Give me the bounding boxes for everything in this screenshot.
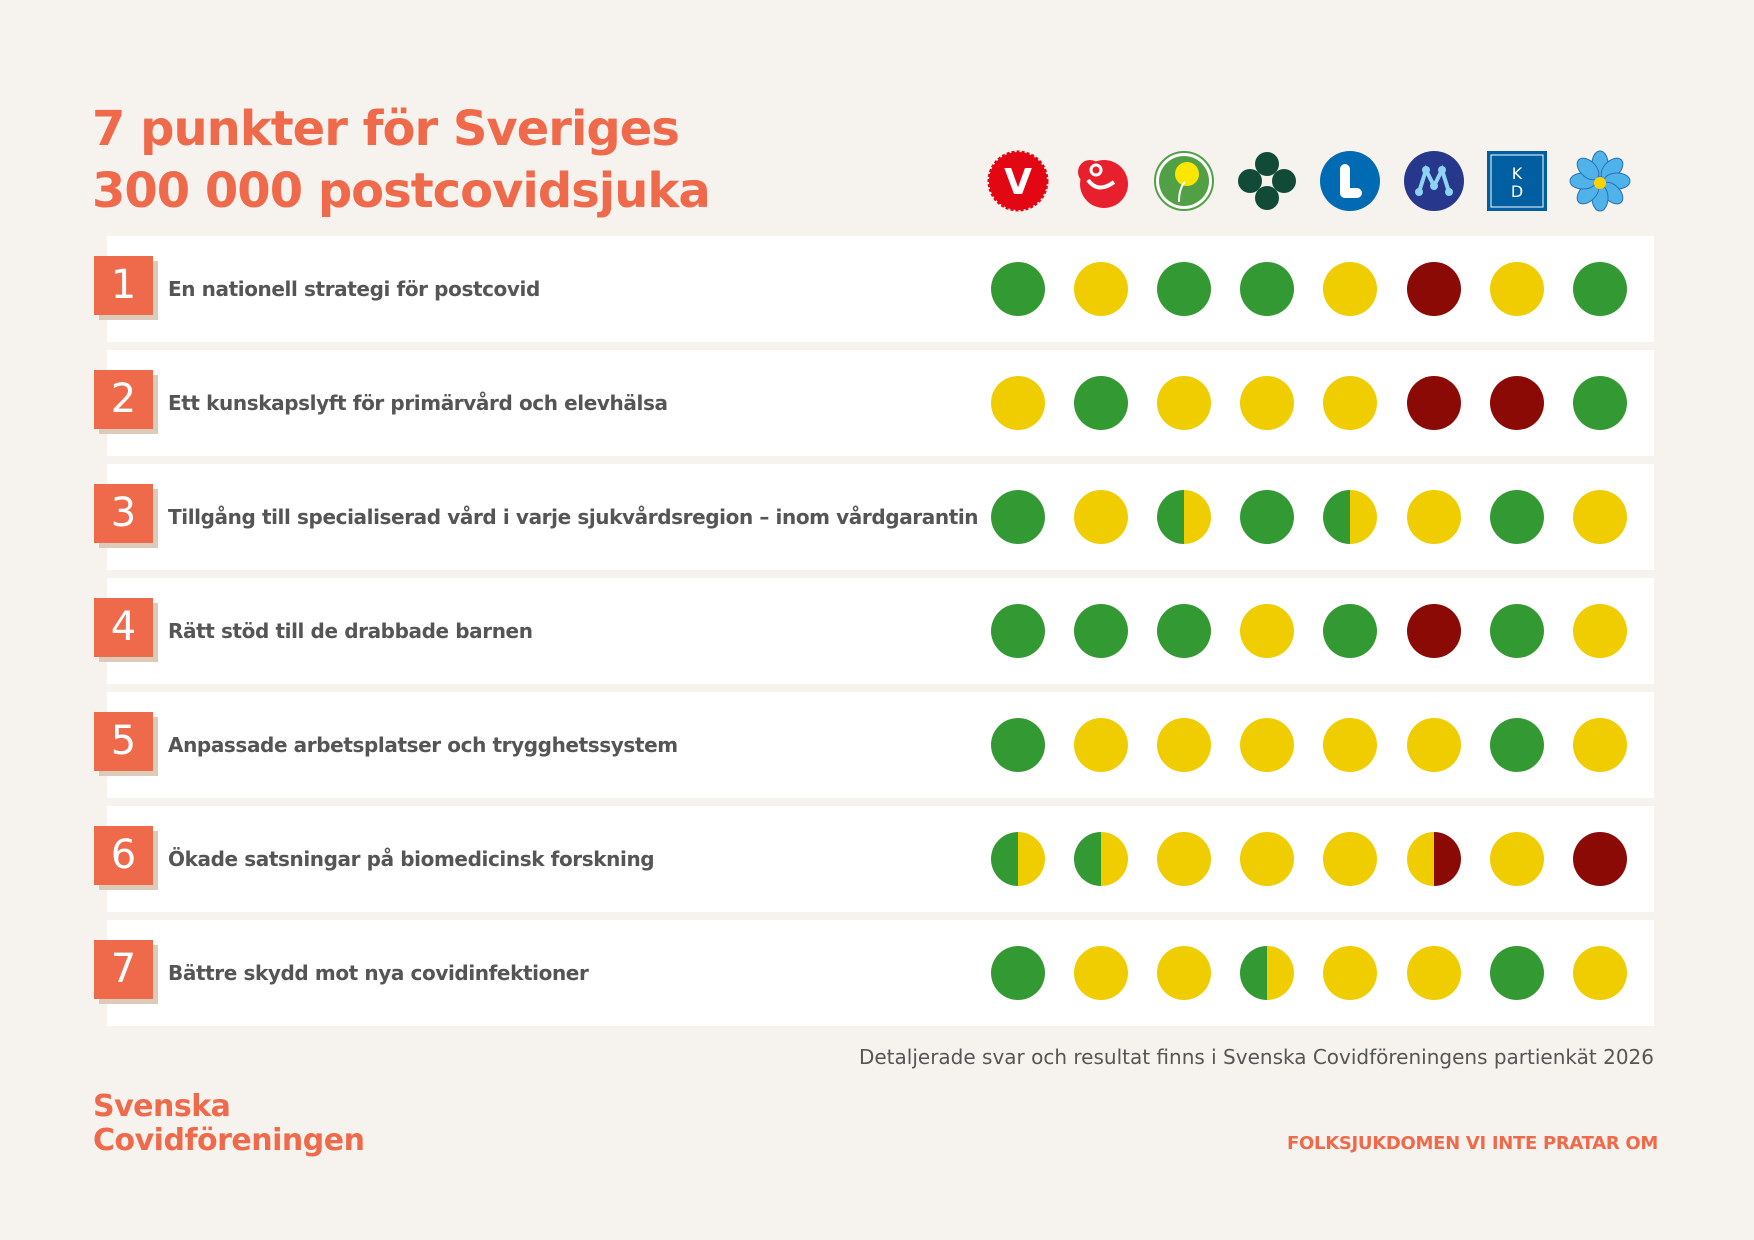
score-dot-red: [1407, 376, 1461, 430]
score-dot-green: [1490, 490, 1544, 544]
score-dot-yellow: [1490, 832, 1544, 886]
score-dot-yellow: [1323, 376, 1377, 430]
score-dot-yellow: [1240, 832, 1294, 886]
point-row: 7 Bättre skydd mot nya covidinfektioner: [94, 920, 1654, 1026]
moderaterna-logo: [1403, 150, 1465, 212]
score-dot-green-yellow: [1074, 832, 1128, 886]
page-title: 7 punkter för Sveriges 300 000 postcovid…: [92, 98, 711, 222]
score-dot-yellow: [1074, 946, 1128, 1000]
score-dot-yellow: [1573, 604, 1627, 658]
title-line-2: 300 000 postcovidsjuka: [92, 163, 711, 219]
svg-text:K: K: [1512, 164, 1523, 183]
point-number-badge: 2: [94, 370, 153, 429]
score-dot-green: [991, 718, 1045, 772]
score-dot-red: [1407, 604, 1461, 658]
tagline: FOLKSJUKDOMEN VI INTE PRATAR OM: [1287, 1133, 1658, 1154]
score-dot-green-yellow: [1240, 946, 1294, 1000]
score-dot-green: [1074, 604, 1128, 658]
svg-text:D: D: [1511, 182, 1523, 201]
score-dot-yellow: [1323, 718, 1377, 772]
score-dot-green: [991, 946, 1045, 1000]
score-dot-red: [1573, 832, 1627, 886]
score-dot-green: [1157, 604, 1211, 658]
score-dot-yellow: [1157, 376, 1211, 430]
point-number-badge: 6: [94, 826, 153, 885]
liberalerna-logo: [1319, 150, 1381, 212]
score-dot-red: [1490, 376, 1544, 430]
score-dot-yellow: [1157, 832, 1211, 886]
point-label: Tillgång till specialiserad vård i varje…: [168, 505, 979, 529]
score-dot-green: [1573, 262, 1627, 316]
score-dot-yellow: [1240, 718, 1294, 772]
score-dot-yellow: [991, 376, 1045, 430]
score-dot-green-yellow: [991, 832, 1045, 886]
point-number-badge: 5: [94, 712, 153, 771]
score-dot-yellow: [1323, 946, 1377, 1000]
score-dot-green: [1240, 262, 1294, 316]
score-dot-yellow-red: [1407, 832, 1461, 886]
score-dot-green: [991, 604, 1045, 658]
score-dot-green: [1240, 490, 1294, 544]
sverigedemokraterna-flower-logo: [1569, 150, 1631, 212]
point-number-badge: 4: [94, 598, 153, 657]
footer-note: Detaljerade svar och resultat finns i Sv…: [858, 1045, 1654, 1069]
score-dot-yellow: [1407, 946, 1461, 1000]
score-dot-green-yellow: [1157, 490, 1211, 544]
score-dot-green: [1157, 262, 1211, 316]
point-label: En nationell strategi för postcovid: [168, 277, 540, 301]
point-number-badge: 3: [94, 484, 153, 543]
point-row: 6 Ökade satsningar på biomedicinsk forskn…: [94, 806, 1654, 912]
brand-logo: Svenska Covidföreningen: [93, 1089, 365, 1158]
score-dot-yellow: [1074, 490, 1128, 544]
score-dot-green-yellow: [1323, 490, 1377, 544]
score-dot-yellow: [1573, 718, 1627, 772]
score-dot-yellow: [1240, 604, 1294, 658]
score-dot-yellow: [1074, 262, 1128, 316]
score-dot-yellow: [1240, 376, 1294, 430]
point-row: 2 Ett kunskapslyft för primärvård och ele…: [94, 350, 1654, 456]
point-label: Anpassade arbetsplatser och trygghetssys…: [168, 733, 678, 757]
score-dot-yellow: [1157, 946, 1211, 1000]
miljopartiet-dandelion-logo: [1153, 150, 1215, 212]
score-dot-yellow: [1407, 718, 1461, 772]
score-dot-green: [1573, 376, 1627, 430]
score-dot-red: [1407, 262, 1461, 316]
brand-line-2: Covidföreningen: [93, 1123, 365, 1158]
point-number-badge: 7: [94, 940, 153, 999]
vansterpartiet-logo: V: [987, 150, 1049, 212]
point-label: Ökade satsningar på biomedicinsk forskni…: [168, 847, 655, 871]
score-dot-yellow: [1490, 262, 1544, 316]
score-dot-yellow: [1573, 490, 1627, 544]
score-dot-green: [1074, 376, 1128, 430]
score-dot-yellow: [1573, 946, 1627, 1000]
score-dot-green: [991, 490, 1045, 544]
score-dot-yellow: [1074, 718, 1128, 772]
brand-line-1: Svenska: [93, 1089, 231, 1124]
point-label: Ett kunskapslyft för primärvård och elev…: [168, 391, 668, 415]
socialdemokraterna-rose-logo: [1070, 150, 1132, 212]
score-dot-yellow: [1323, 832, 1377, 886]
title-line-1: 7 punkter för Sveriges: [92, 101, 680, 157]
point-row: 1 En nationell strategi för postcovid: [94, 236, 1654, 342]
score-dot-green: [1323, 604, 1377, 658]
score-dot-yellow: [1407, 490, 1461, 544]
score-dot-yellow: [1157, 718, 1211, 772]
centerpartiet-clover-logo: [1236, 150, 1298, 212]
svg-text:V: V: [1004, 162, 1032, 203]
point-label: Rätt stöd till de drabbade barnen: [168, 619, 533, 643]
score-dot-green: [1490, 718, 1544, 772]
point-row: 4 Rätt stöd till de drabbade barnen: [94, 578, 1654, 684]
point-row: 5 Anpassade arbetsplatser och trygghetssy…: [94, 692, 1654, 798]
point-row: 3 Tillgång till specialiserad vård i varj…: [94, 464, 1654, 570]
point-label: Bättre skydd mot nya covidinfektioner: [168, 961, 589, 985]
score-dot-green: [1490, 946, 1544, 1000]
score-dot-yellow: [1323, 262, 1377, 316]
point-number-badge: 1: [94, 256, 153, 315]
score-dot-green: [991, 262, 1045, 316]
score-dot-green: [1490, 604, 1544, 658]
